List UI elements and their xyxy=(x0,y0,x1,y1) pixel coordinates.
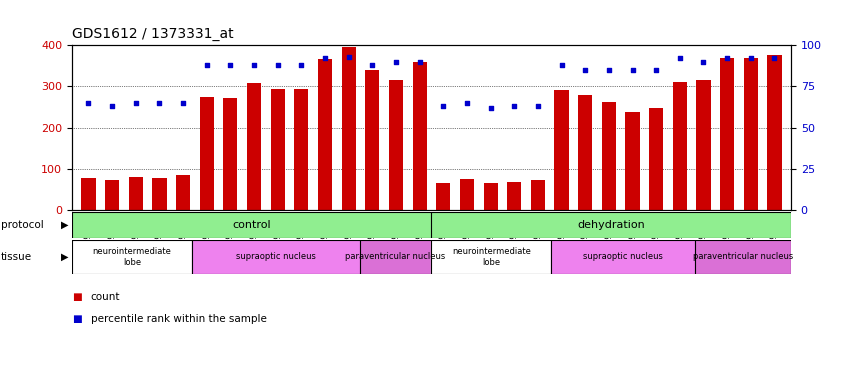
Text: neurointermediate
lobe: neurointermediate lobe xyxy=(452,247,530,267)
Point xyxy=(626,67,640,73)
Bar xyxy=(673,82,687,210)
Text: neurointermediate
lobe: neurointermediate lobe xyxy=(92,247,171,267)
Text: dehydration: dehydration xyxy=(577,220,645,230)
Text: percentile rank within the sample: percentile rank within the sample xyxy=(91,314,266,324)
Bar xyxy=(696,80,711,210)
Bar xyxy=(342,47,356,210)
Bar xyxy=(625,112,640,210)
Bar xyxy=(271,89,285,210)
Point xyxy=(460,100,474,106)
Bar xyxy=(695,240,791,274)
Bar xyxy=(602,102,616,210)
Text: GDS1612 / 1373331_at: GDS1612 / 1373331_at xyxy=(72,27,233,41)
Bar xyxy=(413,62,426,210)
Bar xyxy=(81,178,96,210)
Point xyxy=(531,103,545,109)
Bar xyxy=(223,98,238,210)
Point xyxy=(697,58,711,64)
Text: protocol: protocol xyxy=(1,220,44,230)
Bar xyxy=(152,178,167,210)
Bar xyxy=(294,89,309,210)
Text: tissue: tissue xyxy=(1,252,32,262)
Text: control: control xyxy=(233,220,271,230)
Point xyxy=(200,62,213,68)
Point xyxy=(271,62,284,68)
Point xyxy=(721,55,734,61)
Point xyxy=(294,62,308,68)
Bar xyxy=(554,90,569,210)
Point xyxy=(437,103,450,109)
Text: ▶: ▶ xyxy=(61,220,69,230)
Bar xyxy=(360,240,431,274)
Point xyxy=(106,103,119,109)
Bar xyxy=(437,183,450,210)
Bar xyxy=(530,180,545,210)
Bar xyxy=(176,175,190,210)
Point xyxy=(223,62,237,68)
Point xyxy=(673,55,687,61)
Text: ■: ■ xyxy=(72,314,82,324)
Point xyxy=(484,105,497,111)
Bar xyxy=(105,180,119,210)
Text: paraventricular nucleus: paraventricular nucleus xyxy=(345,252,446,261)
Point xyxy=(82,100,96,106)
Text: supraoptic nucleus: supraoptic nucleus xyxy=(583,252,663,261)
Bar xyxy=(431,240,552,274)
Bar xyxy=(484,183,497,210)
Point xyxy=(579,67,592,73)
Point xyxy=(744,55,757,61)
Text: count: count xyxy=(91,292,120,302)
Point xyxy=(555,62,569,68)
Text: supraoptic nucleus: supraoptic nucleus xyxy=(236,252,316,261)
Bar xyxy=(578,95,592,210)
Text: ■: ■ xyxy=(72,292,82,302)
Point xyxy=(767,55,781,61)
Point xyxy=(342,54,355,60)
Bar xyxy=(507,182,521,210)
Bar xyxy=(72,240,192,274)
Bar xyxy=(744,58,758,210)
Bar xyxy=(767,56,782,210)
Point xyxy=(602,67,616,73)
Bar xyxy=(720,58,734,210)
Text: paraventricular nucleus: paraventricular nucleus xyxy=(693,252,794,261)
Bar xyxy=(247,83,261,210)
Bar xyxy=(365,70,379,210)
Bar xyxy=(318,59,332,210)
Text: ▶: ▶ xyxy=(61,252,69,262)
Bar xyxy=(431,212,791,238)
Bar xyxy=(389,80,403,210)
Point xyxy=(650,67,663,73)
Bar xyxy=(460,179,474,210)
Point xyxy=(318,55,332,61)
Bar xyxy=(200,97,214,210)
Bar xyxy=(649,108,663,210)
Point xyxy=(389,58,403,64)
Bar xyxy=(552,240,695,274)
Point xyxy=(152,100,166,106)
Point xyxy=(176,100,190,106)
Point xyxy=(413,58,426,64)
Point xyxy=(365,62,379,68)
Point xyxy=(508,103,521,109)
Bar xyxy=(192,240,360,274)
Point xyxy=(247,62,261,68)
Bar xyxy=(129,177,143,210)
Point xyxy=(129,100,142,106)
Bar xyxy=(72,212,431,238)
